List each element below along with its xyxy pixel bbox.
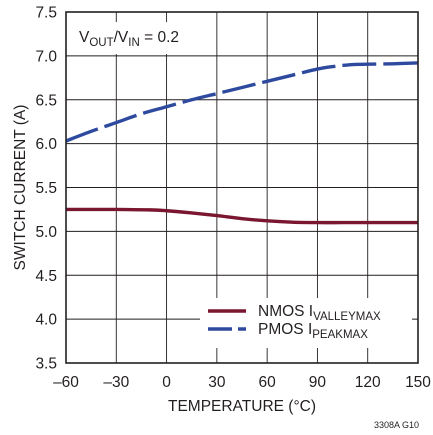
y-tick-labels: 3.5 4.0 4.5 5.0 5.5 6.0 6.5 7.0 7.5 [35, 5, 57, 373]
legend-label-nmos: NMOS IVALLEYMAX [258, 303, 381, 323]
y-tick-label: 7.0 [35, 48, 57, 65]
legend-pmos-name: PMOS I [258, 321, 312, 338]
y-tick-label: 4.5 [35, 268, 57, 285]
y-tick-label: 5.5 [35, 180, 57, 197]
series-line-pmos [65, 61, 419, 143]
legend-background [200, 298, 412, 348]
x-tick-labels: –60 –30 0 30 60 90 120 150 [53, 374, 431, 391]
x-tick-label: –60 [53, 374, 79, 391]
y-axis-label: SWITCH CURRENT (A) [12, 105, 29, 271]
legend: NMOS IVALLEYMAX PMOS IPEAKMAX [200, 298, 412, 348]
annotation-background [69, 22, 191, 54]
x-tick-label: –30 [103, 374, 129, 391]
x-tick-label: 30 [208, 374, 226, 391]
y-tick-label: 5.0 [35, 224, 57, 241]
x-tick-label: 150 [405, 374, 431, 391]
y-tick-label: 6.0 [35, 136, 57, 153]
figure-id: 3308A G10 [374, 420, 419, 430]
y-tick-label: 3.5 [35, 356, 57, 373]
grid [66, 12, 418, 363]
legend-nmos-subscript: VALLEYMAX [313, 311, 381, 323]
y-tick-label: 7.5 [35, 5, 57, 22]
series-layer [65, 61, 419, 225]
legend-pmos-subscript: PEAKMAX [312, 329, 368, 341]
y-tick-label: 6.5 [35, 92, 57, 109]
annotation-value: = 0.2 [140, 29, 179, 46]
annotation-slash-v: /V [114, 29, 129, 46]
plot-frame [65, 11, 419, 364]
x-tick-label: 0 [162, 374, 171, 391]
ratio-annotation: VOUT/VIN = 0.2 [79, 29, 179, 49]
annotation-in-subscript: IN [128, 37, 140, 49]
x-axis-label: TEMPERATURE (°C) [168, 398, 316, 415]
y-tick-label: 4.0 [35, 312, 57, 329]
legend-nmos-name: NMOS I [258, 303, 313, 320]
x-tick-label: 90 [309, 374, 327, 391]
series-line-nmos [65, 207, 418, 225]
annotation-v: V [79, 29, 90, 46]
x-tick-label: 120 [355, 374, 381, 391]
annotation-out-subscript: OUT [89, 37, 113, 49]
legend-label-pmos: PMOS IPEAKMAX [258, 321, 368, 341]
x-tick-label: 60 [259, 374, 277, 391]
